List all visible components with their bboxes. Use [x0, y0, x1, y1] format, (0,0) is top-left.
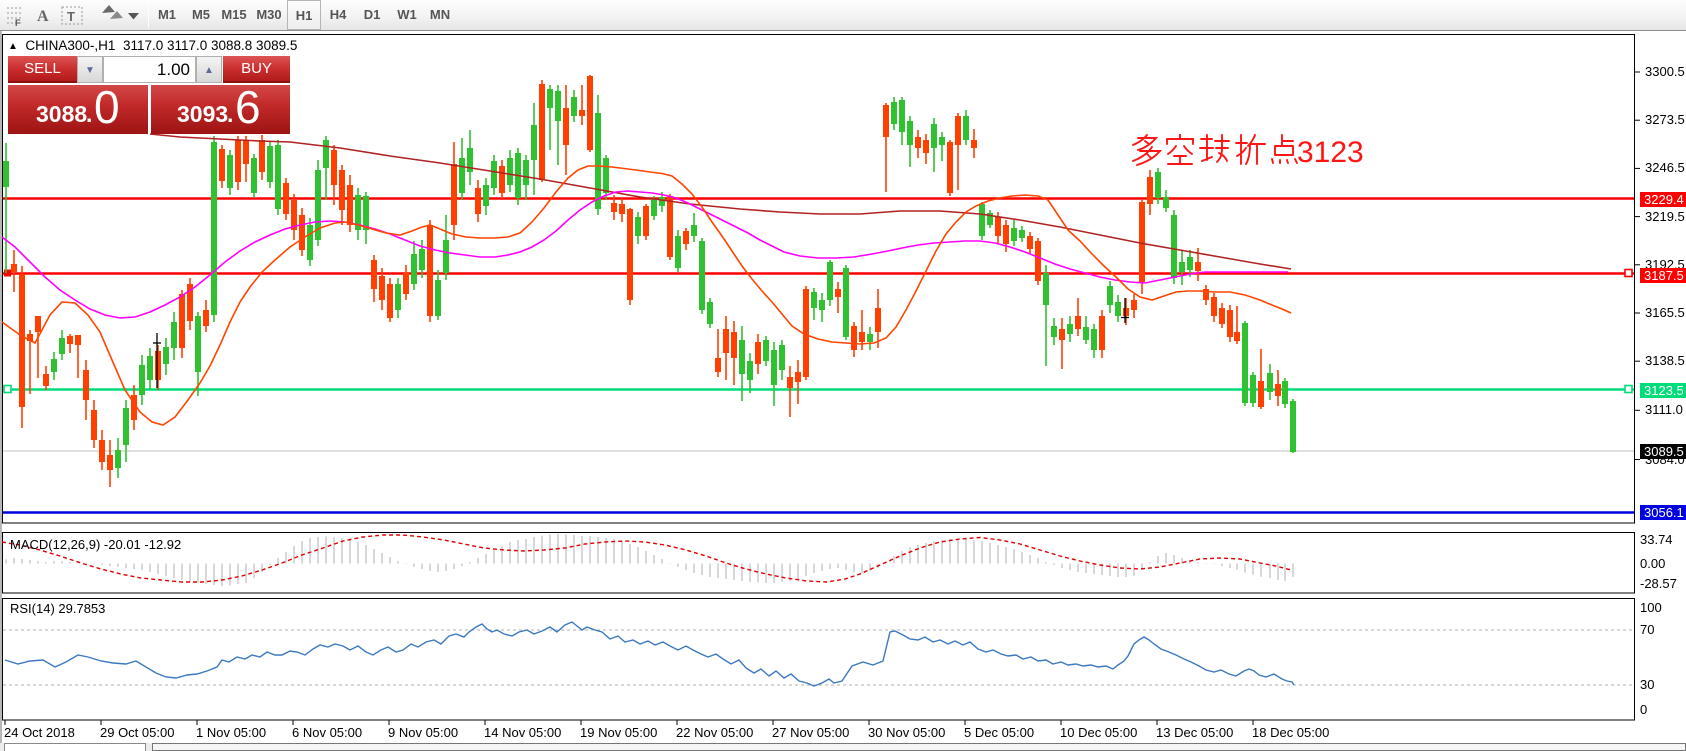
svg-text:T: T — [67, 9, 75, 24]
svg-text:F: F — [15, 18, 21, 28]
svg-text:A: A — [37, 8, 49, 25]
svg-text:3123: 3123 — [1297, 136, 1364, 168]
